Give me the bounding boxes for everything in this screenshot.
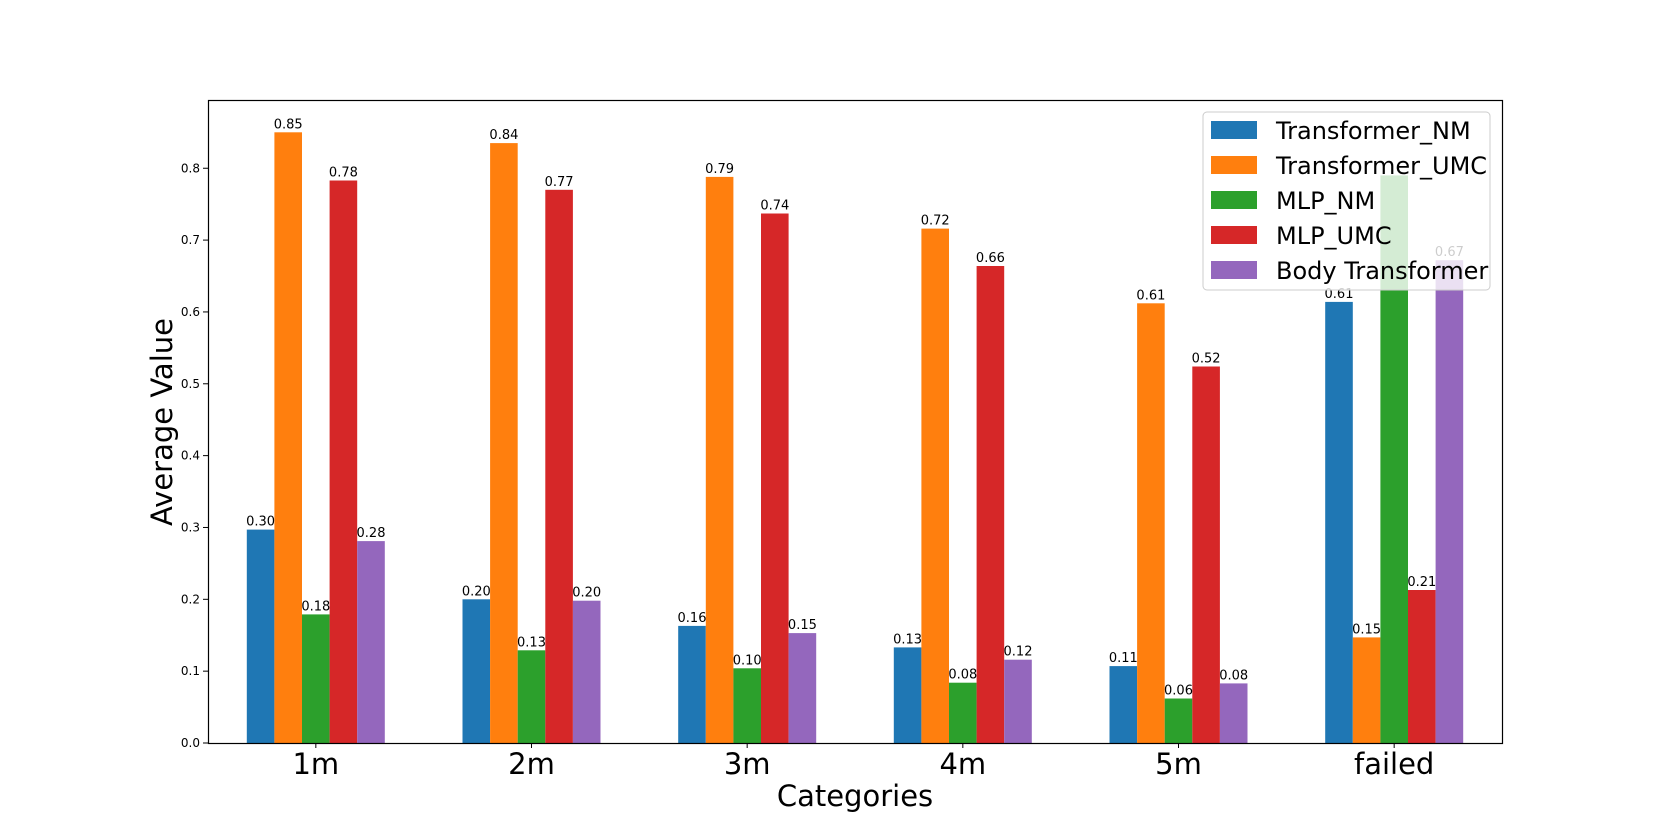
bar (545, 189, 573, 744)
bar (761, 213, 789, 743)
bar (976, 266, 1005, 743)
x-axis: 1m 2m 3m 4m 5m failed (292, 743, 1434, 781)
bar-value-label: 0.79 (705, 162, 734, 177)
bar-value-label: 0.11 (1109, 651, 1138, 666)
y-axis-title: Average Value (145, 318, 179, 526)
bar-value-label: 0.15 (1352, 622, 1381, 637)
legend: Transformer_NM Transformer_UMC MLP_NM MLP_U… (1202, 111, 1491, 291)
bar (1408, 590, 1436, 743)
x-tick-label: 4m (939, 747, 986, 781)
bar (1164, 698, 1193, 743)
y-tick-label: 0.6 (181, 305, 200, 319)
bar (462, 599, 491, 743)
y-tick-label: 0.5 (181, 377, 200, 391)
y-tick-label: 0.3 (181, 520, 200, 534)
legend-box (1202, 111, 1491, 291)
bar-value-label: 0.08 (1219, 668, 1248, 683)
bar-value-label: 0.61 (1325, 287, 1354, 302)
legend-label: Transformer_UMC (1275, 152, 1487, 180)
legend-swatch (1211, 156, 1257, 174)
y-tick-label: 0.2 (181, 592, 200, 606)
bar-value-label: 0.10 (733, 653, 762, 668)
bar (1192, 366, 1220, 743)
x-tick-label: 1m (292, 747, 339, 781)
legend-label: MLP_UMC (1276, 222, 1392, 250)
bar-value-label: 0.18 (301, 599, 330, 614)
bar (1325, 301, 1353, 743)
bar (572, 600, 601, 743)
bar-value-label: 0.13 (517, 635, 546, 650)
bar (274, 132, 302, 744)
bar (1004, 659, 1032, 743)
bar-value-label: 0.06 (1164, 684, 1193, 699)
legend-swatch (1211, 191, 1257, 209)
bar (490, 143, 518, 744)
y-tick-label: 0.4 (181, 449, 200, 463)
y-tick-label: 0.8 (181, 161, 200, 175)
bar-value-label: 0.08 (948, 668, 977, 683)
bar (733, 668, 761, 743)
bar-value-label: 0.20 (462, 584, 491, 599)
x-axis-title: Categories (777, 779, 933, 813)
bars-layer (246, 132, 1464, 744)
bar (517, 650, 546, 743)
bar (1109, 666, 1138, 743)
bar-value-label: 0.16 (678, 611, 707, 626)
legend-swatch (1211, 226, 1257, 244)
legend-label: MLP_NM (1276, 187, 1375, 215)
bar (788, 633, 817, 743)
y-axis: 0.0 0.1 0.2 0.3 0.4 0.5 0.6 0.7 0.8 (181, 161, 208, 750)
bar (678, 625, 706, 743)
bar (1137, 303, 1165, 743)
x-tick-label: failed (1354, 747, 1434, 781)
x-tick-label: 2m (508, 747, 555, 781)
plot-frame (207, 99, 1504, 745)
bar (1352, 637, 1381, 743)
legend-swatch (1211, 261, 1257, 279)
bar-value-label: 0.72 (921, 214, 950, 229)
y-tick-label: 0.0 (181, 736, 200, 750)
bar-value-label: 0.78 (329, 166, 358, 181)
bar-value-label: 0.77 (545, 175, 574, 190)
bar (1435, 260, 1464, 743)
bar-value-label: 0.85 (274, 117, 303, 132)
bar-value-label: 0.21 (1407, 575, 1436, 590)
bar-value-label: 0.52 (1192, 352, 1221, 367)
x-tick-label: 3m (724, 747, 771, 781)
bar-value-label: 0.28 (357, 526, 386, 541)
bar (302, 614, 330, 743)
bar (949, 682, 977, 743)
y-tick-label: 0.1 (181, 664, 200, 678)
bar (1219, 683, 1248, 743)
bar-value-label: 0.15 (788, 618, 817, 633)
bar-value-label: 0.84 (489, 128, 518, 143)
bar-value-label: 0.61 (1136, 288, 1165, 303)
bar-value-label: 0.20 (572, 586, 601, 601)
legend-label: Transformer_NM (1275, 117, 1471, 145)
bar-value-label: 0.74 (760, 199, 789, 214)
y-tick-label: 0.7 (181, 233, 200, 247)
bar (705, 176, 734, 743)
bar (357, 541, 385, 743)
legend-swatch (1211, 121, 1257, 139)
bar-value-label: 0.30 (246, 515, 275, 530)
legend-label: Body Transformer (1276, 257, 1488, 285)
bar (329, 180, 358, 743)
bar (921, 228, 949, 744)
bar-value-label: 0.66 (976, 251, 1005, 266)
bar (893, 647, 922, 743)
bar-value-label: 0.12 (1004, 645, 1033, 660)
bar (246, 529, 275, 743)
x-tick-label: 5m (1155, 747, 1202, 781)
bar-value-label: 0.13 (893, 632, 922, 647)
